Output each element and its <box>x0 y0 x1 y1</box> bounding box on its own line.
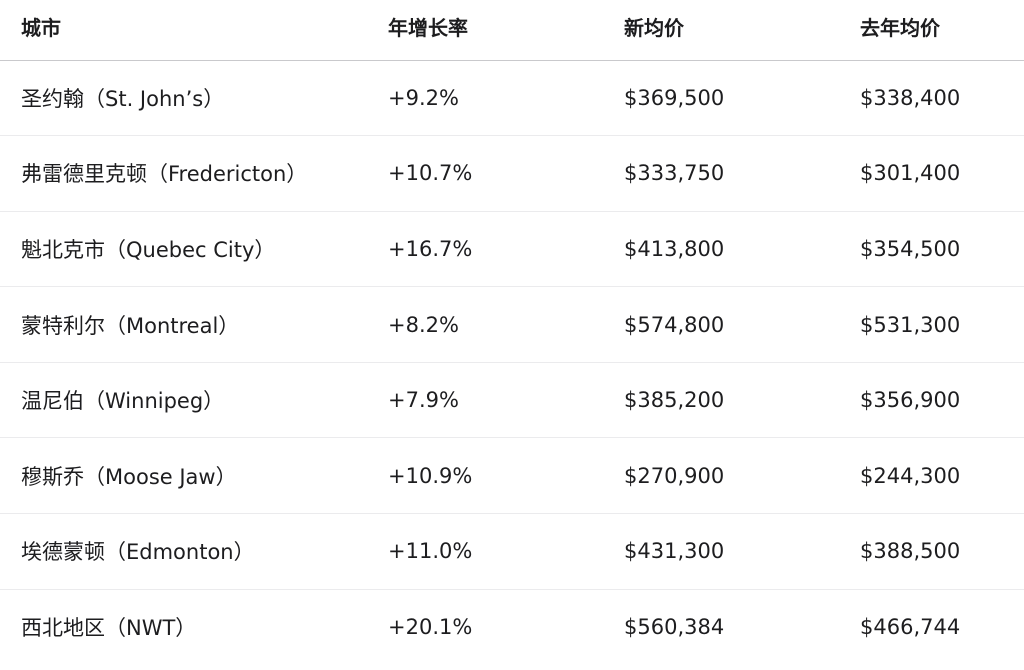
cell-last-year-price: $244,300 <box>860 437 1024 515</box>
cell-city: 弗雷德里克顿（Fredericton） <box>0 135 388 212</box>
cell-last-year-price: $466,744 <box>860 614 961 639</box>
cell-city: 温尼伯（Winnipeg） <box>0 362 388 439</box>
cell-growth-rate: +10.7% <box>388 135 624 212</box>
cell-growth-rate: +11.0% <box>388 513 624 590</box>
cell-last-year-price: $301,400 <box>860 135 1024 212</box>
table-row: 温尼伯（Winnipeg） +7.9% $385,200 $356,900 <box>0 362 1024 439</box>
cell-city: 穆斯乔（Moose Jaw） <box>0 437 388 515</box>
table-row: 弗雷德里克顿（Fredericton） +10.7% $333,750 $301… <box>0 135 1024 212</box>
cell-new-price: $369,500 <box>624 60 860 137</box>
cell-growth-rate: +8.2% <box>388 286 624 363</box>
table-row: 西北地区（NWT） +20.1% $560,384 $466,744 <box>0 589 1024 664</box>
cell-new-price: $574,800 <box>624 286 860 363</box>
cell-city: 蒙特利尔（Montreal） <box>0 286 388 363</box>
cell-last-year-price: $356,900 <box>860 362 1024 439</box>
cell-new-price: $333,750 <box>624 135 860 212</box>
table-row: 圣约翰（St. John’s） +9.2% $369,500 $338,400 <box>0 60 1024 137</box>
header-last-year-average-price: 去年均价 <box>860 0 1024 61</box>
cell-growth-rate: +16.7% <box>388 211 624 288</box>
cell-growth-rate: +10.9% <box>388 437 624 515</box>
cell-last-year-price: $531,300 <box>860 286 1024 363</box>
header-row: 城市 年增长率 新均价 去年均价 <box>0 0 1024 61</box>
cell-last-year-price: $338,400 <box>860 60 1024 137</box>
cell-last-year-price: $388,500 <box>860 513 1024 590</box>
cell-last-year-price: $354,500 <box>860 211 1024 288</box>
cell-new-price: $431,300 <box>624 513 860 590</box>
cell-new-price: $560,384 <box>624 614 725 639</box>
table-row: 穆斯乔（Moose Jaw） +10.9% $270,900 $244,300 <box>0 437 1024 515</box>
cell-growth-rate: +7.9% <box>388 362 624 439</box>
cell-city: 圣约翰（St. John’s） <box>0 60 388 137</box>
header-city: 城市 <box>0 0 388 61</box>
header-growth-rate: 年增长率 <box>388 0 624 61</box>
cell-city: 埃德蒙顿（Edmonton） <box>0 513 388 590</box>
cell-new-price: $270,900 <box>624 437 860 515</box>
cell-growth-rate: +20.1% <box>388 614 473 639</box>
table-row: 蒙特利尔（Montreal） +8.2% $574,800 $531,300 <box>0 286 1024 363</box>
cell-city: 西北地区（NWT） <box>21 615 197 640</box>
header-new-average-price: 新均价 <box>624 0 860 61</box>
table-row: 埃德蒙顿（Edmonton） +11.0% $431,300 $388,500 <box>0 513 1024 590</box>
cell-city: 魁北克市（Quebec City） <box>0 211 388 288</box>
cell-new-price: $413,800 <box>624 211 860 288</box>
table-row: 魁北克市（Quebec City） +16.7% $413,800 $354,5… <box>0 211 1024 288</box>
cell-new-price: $385,200 <box>624 362 860 439</box>
cell-growth-rate: +9.2% <box>388 60 624 137</box>
